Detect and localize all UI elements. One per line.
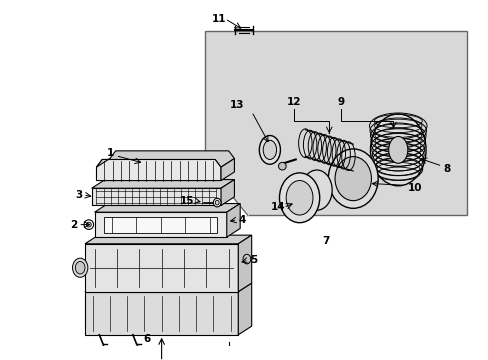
Polygon shape — [204, 162, 247, 215]
Ellipse shape — [75, 261, 85, 274]
Polygon shape — [238, 283, 251, 335]
Ellipse shape — [279, 173, 319, 223]
Text: 4: 4 — [238, 215, 245, 225]
Text: 8: 8 — [443, 164, 449, 174]
Polygon shape — [96, 151, 234, 167]
Ellipse shape — [334, 157, 371, 201]
Polygon shape — [221, 180, 234, 206]
Polygon shape — [92, 180, 234, 188]
Polygon shape — [226, 203, 240, 237]
Ellipse shape — [278, 162, 285, 170]
Ellipse shape — [388, 136, 407, 163]
Polygon shape — [85, 283, 251, 292]
Ellipse shape — [213, 198, 221, 207]
Polygon shape — [94, 212, 226, 237]
Text: 6: 6 — [143, 334, 151, 344]
Text: 14: 14 — [271, 202, 285, 212]
Polygon shape — [221, 158, 234, 181]
Polygon shape — [85, 292, 238, 335]
Ellipse shape — [301, 170, 331, 210]
Polygon shape — [238, 235, 251, 292]
Polygon shape — [92, 188, 221, 206]
Polygon shape — [85, 244, 238, 292]
Text: 13: 13 — [229, 100, 244, 110]
Text: 7: 7 — [322, 236, 329, 246]
Text: 2: 2 — [70, 220, 77, 230]
Text: 11: 11 — [211, 14, 225, 24]
Ellipse shape — [327, 149, 377, 208]
Text: 12: 12 — [286, 97, 301, 107]
Text: 15: 15 — [179, 196, 194, 206]
Ellipse shape — [243, 254, 250, 264]
Polygon shape — [85, 235, 251, 244]
Ellipse shape — [370, 114, 425, 186]
Text: 1: 1 — [107, 148, 114, 158]
Text: 3: 3 — [75, 190, 82, 200]
Polygon shape — [96, 159, 221, 181]
Ellipse shape — [259, 135, 280, 164]
Text: 9: 9 — [337, 97, 344, 107]
Bar — [204, 31, 466, 215]
Text: 5: 5 — [249, 255, 257, 265]
Ellipse shape — [285, 181, 312, 215]
Polygon shape — [104, 217, 217, 233]
Ellipse shape — [84, 220, 93, 229]
Ellipse shape — [86, 222, 91, 227]
Ellipse shape — [72, 258, 88, 277]
Ellipse shape — [263, 140, 276, 159]
Text: 10: 10 — [407, 183, 422, 193]
Polygon shape — [94, 203, 240, 212]
Ellipse shape — [215, 200, 219, 205]
